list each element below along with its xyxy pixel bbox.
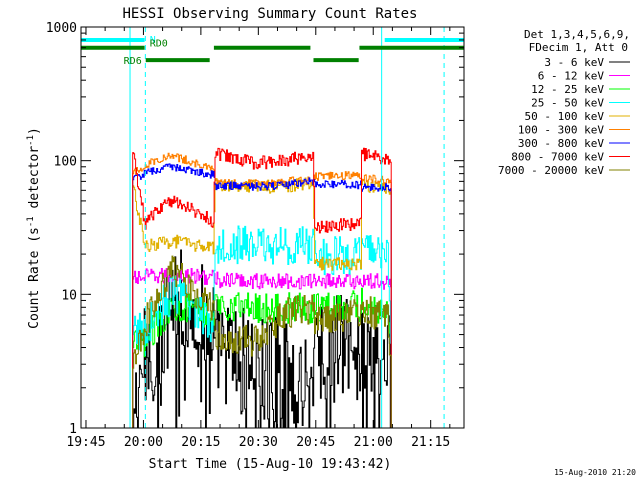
x-axis: 19:45 20:00 20:15 20:30 20:45 21:00 21:15	[66, 27, 451, 450]
x-tick-label: 21:15	[411, 435, 450, 450]
legend-entry-label: 3 - 6 keV	[544, 56, 604, 69]
y-axis-label: Count Rate (s-1 detector-1)	[26, 127, 42, 329]
y-tick-label: 10	[61, 288, 77, 303]
y-tick-label: 1	[69, 422, 77, 437]
x-tick-label: 20:00	[124, 435, 163, 450]
x-tick-label: 19:45	[66, 435, 105, 450]
plot-frame	[80, 26, 465, 429]
series-line	[132, 177, 392, 428]
x-tick-label: 20:15	[181, 435, 220, 450]
legend-entry-label: 50 - 100 keV	[525, 110, 605, 123]
series-line	[132, 147, 392, 428]
y-axis: 1 10 100 1000	[46, 21, 464, 437]
legend: Det 1,3,4,5,6,9, FDecim 1, Att 0	[524, 28, 630, 54]
legend-entry-label: 25 - 50 keV	[531, 97, 604, 110]
flag-label: N	[150, 35, 156, 46]
legend-entry-label: 7000 - 20000 keV	[498, 164, 604, 177]
legend-entry-label: 12 - 25 keV	[531, 83, 604, 96]
y-axis-label-main: Count Rate (s	[27, 227, 42, 329]
legend-entry-label: 100 - 300 keV	[518, 124, 604, 137]
y-axis-label-end: )	[27, 127, 42, 135]
y-axis-label-mid: detector	[27, 146, 42, 217]
legend-header-line-1: Det 1,3,4,5,6,9,	[524, 28, 630, 41]
series-line	[132, 255, 392, 428]
legend-entry-label: 300 - 800 keV	[518, 137, 604, 150]
x-tick-label: 20:45	[296, 435, 335, 450]
y-tick-label: 100	[54, 155, 77, 170]
x-tick-label: 20:30	[239, 435, 278, 450]
series-layer	[132, 147, 392, 429]
y-axis-label-sup2: -1	[26, 135, 36, 146]
flag-label: RD6	[124, 56, 142, 67]
y-tick-label: 1000	[46, 21, 77, 36]
x-tick-label: 21:00	[354, 435, 393, 450]
y-axis-label-sup1: -1	[26, 216, 36, 227]
legend-entry-label: 800 - 7000 keV	[511, 151, 604, 164]
legend-entry-label: 6 - 12 keV	[538, 70, 605, 83]
timestamp: 15-Aug-2010 21:20	[554, 468, 636, 477]
flag-label: RD0	[150, 39, 168, 50]
series-line	[132, 163, 392, 428]
chart-title: HESSI Observing Summary Count Rates	[122, 6, 417, 22]
legend-header-line-2: FDecim 1, Att 0	[529, 41, 628, 54]
x-axis-label: Start Time (15-Aug-10 19:43:42)	[149, 457, 392, 472]
